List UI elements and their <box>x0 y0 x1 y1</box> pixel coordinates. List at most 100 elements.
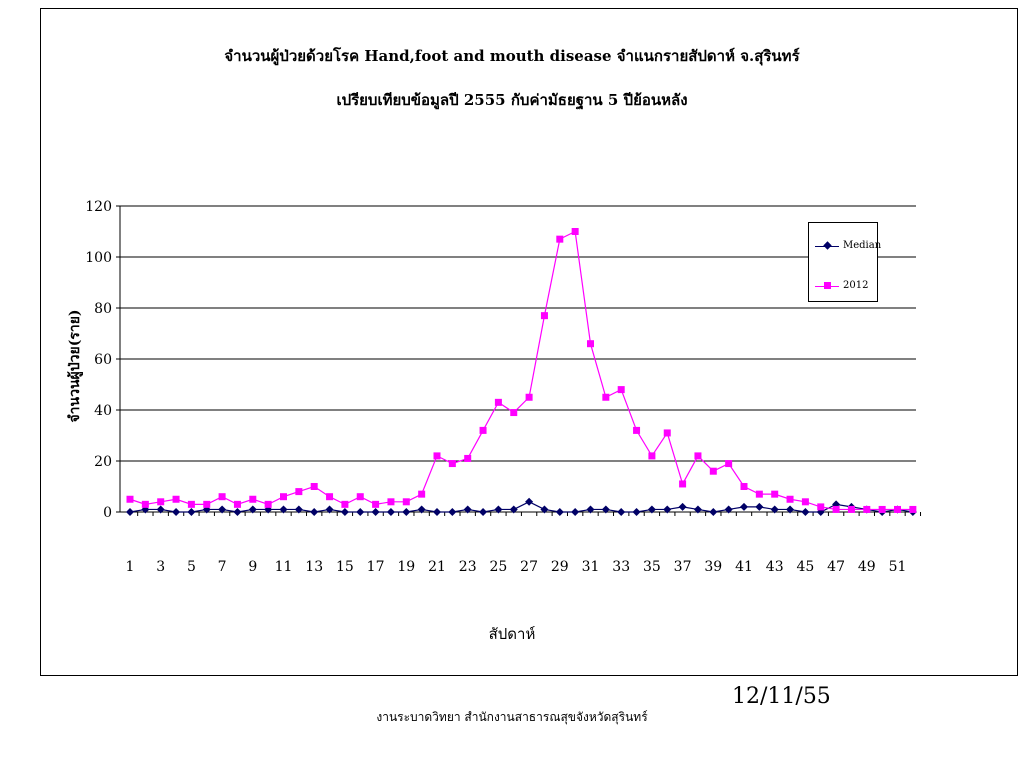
data-point <box>341 500 349 508</box>
x-tick-label: 9 <box>248 559 257 575</box>
data-point <box>464 454 472 462</box>
x-tick-label: 21 <box>428 559 446 575</box>
x-tick-label: 25 <box>489 559 507 575</box>
data-point <box>325 505 334 514</box>
y-tick-label: 80 <box>94 301 112 317</box>
data-point <box>724 505 733 514</box>
data-point <box>218 505 227 514</box>
data-point <box>172 508 181 516</box>
x-tick-label: 19 <box>397 559 415 575</box>
y-tick-label: 120 <box>85 199 112 215</box>
data-point <box>679 480 687 488</box>
data-point <box>356 508 365 516</box>
x-tick-label: 13 <box>305 559 323 575</box>
data-point <box>755 490 763 498</box>
x-tick-label: 45 <box>796 559 814 575</box>
data-point <box>172 495 180 503</box>
data-point <box>371 508 380 516</box>
data-point <box>663 429 671 437</box>
data-point <box>587 340 594 348</box>
series-line <box>129 501 913 513</box>
data-point <box>571 508 580 516</box>
x-tick-label: 7 <box>218 559 227 575</box>
x-tick-label: 15 <box>336 559 354 575</box>
data-point <box>141 500 149 508</box>
legend-item-median: Median <box>815 239 881 253</box>
x-tick-label: 47 <box>827 559 845 575</box>
data-point <box>417 505 426 514</box>
data-point <box>249 495 257 503</box>
data-point <box>571 228 579 235</box>
legend-label: 2012 <box>843 280 869 291</box>
data-point <box>540 312 548 320</box>
data-point <box>663 505 672 514</box>
data-point <box>310 483 318 490</box>
data-point <box>310 508 319 516</box>
y-tick-label: 60 <box>94 352 112 368</box>
data-point <box>801 498 809 506</box>
data-point <box>479 508 488 516</box>
data-point <box>280 493 287 501</box>
data-point <box>463 505 472 514</box>
data-point <box>326 493 334 501</box>
x-tick-label: 33 <box>612 559 630 575</box>
data-point <box>633 426 641 434</box>
x-tick-label: 11 <box>275 559 293 575</box>
x-tick-label: 49 <box>858 559 876 575</box>
data-point <box>418 490 426 498</box>
chart-legend: Median 2012 <box>808 222 881 302</box>
data-point <box>479 426 487 434</box>
data-point <box>894 505 901 513</box>
data-point <box>218 493 226 501</box>
series-line <box>129 230 913 511</box>
chart-frame <box>40 8 1018 676</box>
data-point <box>448 460 456 468</box>
footer-agency: งานระบาดวิทยา สำนักงานสาธารณสุขจังหวัดสุ… <box>376 710 648 724</box>
axes <box>116 205 922 516</box>
x-axis-label: สัปดาห์ <box>488 625 536 643</box>
data-point <box>525 497 534 506</box>
data-point <box>832 505 840 513</box>
data-point <box>740 502 748 511</box>
data-point <box>387 498 395 506</box>
data-point <box>817 503 825 511</box>
data-point <box>126 495 134 503</box>
data-point <box>248 505 257 514</box>
data-point <box>740 483 748 490</box>
data-point <box>187 508 196 516</box>
data-point <box>556 235 564 243</box>
data-point <box>801 508 810 516</box>
data-point <box>771 490 779 498</box>
data-point <box>433 508 441 516</box>
x-tick-label: 3 <box>156 559 165 575</box>
x-tick-label: 31 <box>582 559 600 575</box>
data-point <box>433 452 441 460</box>
data-point <box>294 505 303 514</box>
data-point <box>617 508 626 516</box>
data-point <box>233 500 241 508</box>
data-point <box>602 393 610 401</box>
x-tick-label: 1 <box>126 559 135 575</box>
data-point <box>601 505 610 514</box>
data-point <box>340 508 349 516</box>
data-point <box>786 505 795 514</box>
data-point <box>678 502 687 511</box>
data-point <box>279 505 288 514</box>
diamond-marker-icon <box>823 241 832 250</box>
x-tick-label: 23 <box>459 559 477 575</box>
data-point <box>157 498 165 506</box>
x-tick-label: 17 <box>367 559 385 575</box>
data-point <box>709 467 717 475</box>
y-axis-label: จำนวนผู้ป่วย(ราย) <box>67 309 83 423</box>
x-tick-label: 35 <box>643 559 661 575</box>
gridlines <box>120 205 916 513</box>
y-tick-label: 100 <box>85 250 112 266</box>
data-point <box>126 508 134 516</box>
square-marker-icon <box>824 282 831 289</box>
data-point <box>648 452 656 460</box>
data-point <box>586 505 595 514</box>
x-tick-label: 41 <box>735 559 753 575</box>
data-point <box>632 508 641 516</box>
date-label: 12/11/55 <box>732 684 831 709</box>
